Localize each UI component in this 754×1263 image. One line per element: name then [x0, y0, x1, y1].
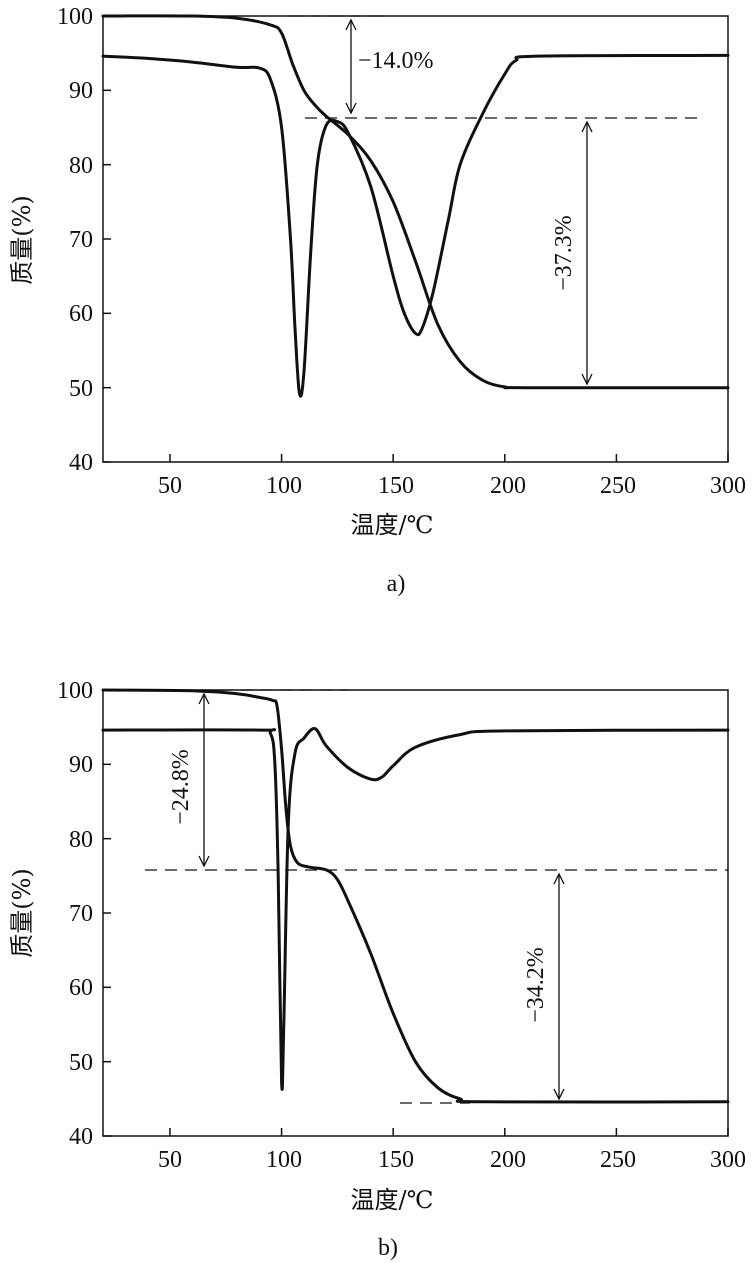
y-tick-label: 100 — [57, 678, 93, 704]
x-tick-label: 300 — [710, 1147, 746, 1173]
x-tick-label: 300 — [710, 473, 746, 499]
y-tick-label: 70 — [69, 901, 93, 927]
x-tick-label: 100 — [266, 1147, 302, 1173]
y-tick-labels-b: 40 50 60 70 80 90 100 — [57, 678, 93, 1150]
x-axis-label-a: 温度/℃ — [351, 511, 434, 539]
y-tick-label: 90 — [69, 752, 93, 778]
y-tick-label: 50 — [69, 376, 93, 402]
arrow-annot-24 — [198, 692, 210, 868]
arrow-annot-37 — [581, 120, 593, 386]
x-tick-label: 250 — [600, 473, 636, 499]
y-tick-label: 90 — [69, 78, 93, 104]
y-tick-label: 70 — [69, 227, 93, 253]
x-tick-label: 150 — [378, 473, 414, 499]
y-axis-label-a: 质量(%) — [8, 195, 36, 285]
tg-curve-a — [101, 14, 730, 390]
x-tick-label: 100 — [266, 473, 302, 499]
y-tick-label: 60 — [69, 301, 93, 327]
y-tick-label: 60 — [69, 975, 93, 1001]
y-tick-label: 40 — [69, 450, 93, 476]
x-tick-label: 150 — [378, 1147, 414, 1173]
curves-b — [101, 688, 730, 1104]
x-tick-label: 250 — [600, 1147, 636, 1173]
tg-curve-b — [101, 688, 730, 1104]
dtg-curve-b — [101, 727, 730, 1091]
curves-a — [101, 14, 730, 398]
annotation-mass-loss-24: −24.8% — [168, 749, 194, 825]
annotation-mass-loss-34: −34.2% — [523, 947, 549, 1023]
x-tick-label: 200 — [490, 473, 526, 499]
dtg-curve-a — [101, 53, 730, 398]
y-tick-labels-a: 40 50 60 70 80 90 100 — [57, 4, 93, 476]
caption-b: b) — [378, 1235, 398, 1261]
arrow-annot-14 — [345, 18, 357, 115]
y-axis-label-b: 质量(%) — [8, 868, 36, 958]
y-tick-label: 40 — [69, 1124, 93, 1150]
y-tick-label: 50 — [69, 1050, 93, 1076]
annotation-mass-loss-37: −37.3% — [551, 215, 577, 291]
x-tick-labels-b: 50 100 150 200 250 300 — [158, 1147, 746, 1173]
x-tick-label: 50 — [158, 473, 182, 499]
y-tick-label: 100 — [57, 4, 93, 30]
x-tick-labels-a: 50 100 150 200 250 300 — [158, 473, 746, 499]
panel-b: 40 50 60 70 80 90 100 50 100 150 200 250… — [8, 678, 746, 1261]
annotation-mass-loss-14: −14.0% — [358, 48, 434, 74]
y-tick-label: 80 — [69, 153, 93, 179]
plot-frame-b — [102, 689, 729, 1137]
panel-a: 40 50 60 70 80 90 100 50 100 150 200 250… — [8, 4, 746, 597]
plot-frame-a — [102, 15, 729, 463]
y-tick-label: 80 — [69, 827, 93, 853]
x-tick-label: 50 — [158, 1147, 182, 1173]
tick-marks-a — [103, 15, 729, 463]
arrow-annot-34 — [553, 872, 565, 1101]
caption-a: a) — [387, 571, 406, 597]
x-axis-label-b: 温度/℃ — [351, 1186, 434, 1214]
tick-marks-b — [103, 689, 729, 1137]
x-tick-label: 200 — [490, 1147, 526, 1173]
